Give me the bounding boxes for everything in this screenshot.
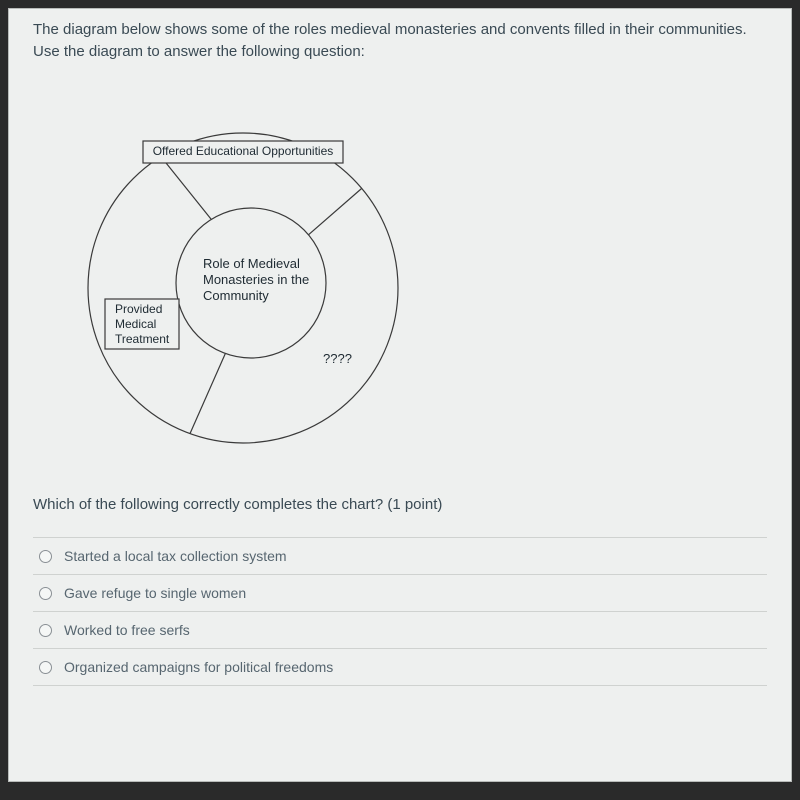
radio-icon — [39, 661, 52, 674]
svg-text:Treatment: Treatment — [115, 332, 170, 346]
radio-icon — [39, 587, 52, 600]
svg-text:Provided: Provided — [115, 302, 162, 316]
diagram-svg: Offered Educational Opportunities Provide… — [33, 93, 453, 463]
radio-icon — [39, 624, 52, 637]
svg-text:Community: Community — [203, 288, 269, 303]
svg-text:????: ???? — [323, 351, 352, 366]
option-label: Organized campaigns for political freedo… — [64, 659, 333, 675]
question-prompt: The diagram below shows some of the role… — [33, 19, 767, 63]
answer-option[interactable]: Organized campaigns for political freedo… — [33, 649, 767, 686]
question-card: The diagram below shows some of the role… — [8, 8, 792, 782]
question-text: Which of the following correctly complet… — [33, 494, 767, 516]
option-label: Started a local tax collection system — [64, 548, 287, 564]
svg-text:Monasteries in the: Monasteries in the — [203, 272, 309, 287]
concept-diagram: Offered Educational Opportunities Provide… — [33, 93, 767, 468]
answer-option[interactable]: Gave refuge to single women — [33, 575, 767, 612]
svg-text:Medical: Medical — [115, 317, 156, 331]
svg-text:Role of Medieval: Role of Medieval — [203, 256, 300, 271]
radio-icon — [39, 550, 52, 563]
option-label: Gave refuge to single women — [64, 585, 246, 601]
svg-text:Offered Educational Opportunit: Offered Educational Opportunities — [153, 144, 334, 158]
answer-option[interactable]: Started a local tax collection system — [33, 537, 767, 575]
answer-option[interactable]: Worked to free serfs — [33, 612, 767, 649]
option-label: Worked to free serfs — [64, 622, 190, 638]
